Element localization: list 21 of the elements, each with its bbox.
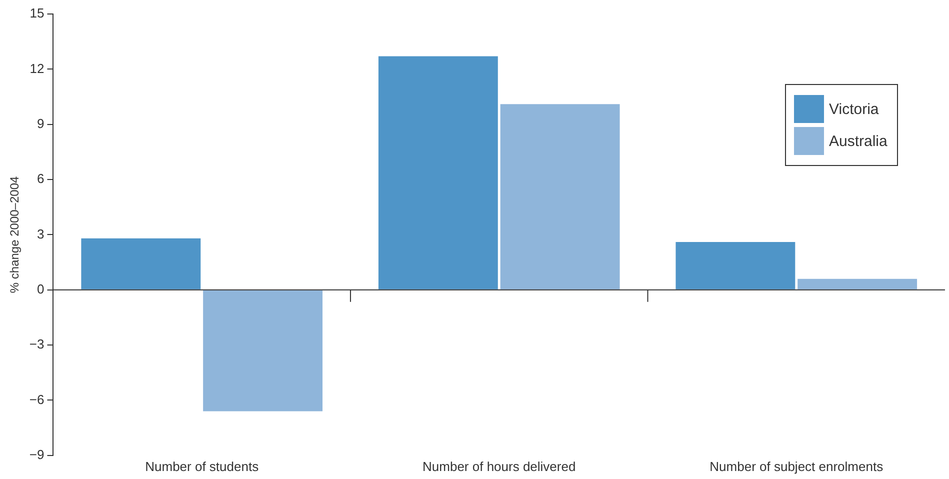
bar: [676, 242, 796, 290]
y-tick-label: 0: [36, 281, 44, 296]
y-tick-label: 3: [36, 226, 44, 242]
bar: [203, 290, 323, 412]
y-axis-title: % change 2000–2004: [8, 176, 22, 294]
y-tick-label: 9: [36, 116, 44, 131]
y-tick-label: −6: [29, 392, 44, 407]
legend-label: Australia: [829, 132, 888, 150]
y-tick-label: 15: [30, 6, 44, 21]
y-tick-label: 6: [36, 171, 44, 186]
y-tick-label: 12: [30, 60, 44, 76]
x-tick-label: Number of subject enrolments: [710, 458, 884, 474]
bar: [378, 56, 498, 290]
y-tick-label: −3: [29, 336, 44, 352]
x-tick-label: Number of hours delivered: [422, 458, 576, 474]
bar: [81, 238, 201, 290]
bar: [500, 104, 620, 290]
legend-label: Victoria: [829, 100, 879, 118]
y-tick-label: −9: [29, 446, 44, 462]
bar: [798, 278, 918, 290]
x-tick-label: Number of students: [145, 458, 260, 474]
